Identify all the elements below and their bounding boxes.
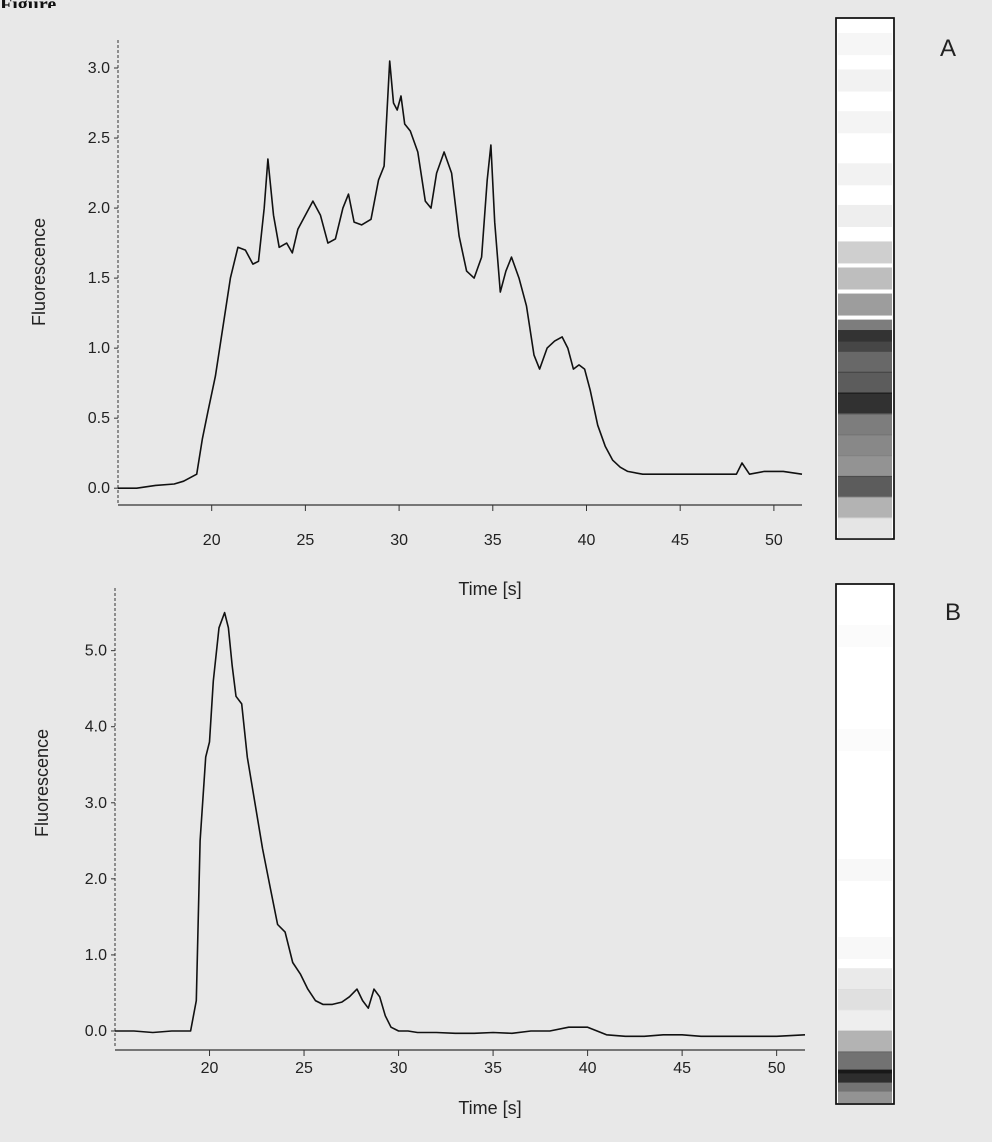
panel-a-gel-border	[835, 17, 895, 540]
panel-a-gel-band	[838, 475, 892, 498]
panel-a-gel-band	[838, 163, 892, 186]
panel-a-gel-lane	[835, 17, 895, 540]
panel-b-xtick-label: 35	[484, 1060, 502, 1077]
panel-a-gel-band	[838, 413, 892, 436]
figure-label: Figure	[0, 0, 56, 8]
panel-a-ytick-label: 3.0	[88, 60, 110, 77]
panel-a-xtick-label: 45	[671, 532, 689, 549]
panel-b-ylabel: Fluorescence	[32, 729, 52, 837]
panel-a-gel-band	[838, 267, 892, 290]
panel-a-gel-band	[838, 204, 892, 227]
panel-a-gel-band	[838, 293, 892, 316]
panel-b-ytick-label: 3.0	[85, 795, 107, 812]
panel-a-ytick-label: 1.5	[88, 270, 110, 287]
panel-a-xtick-label: 20	[203, 532, 221, 549]
panel-b-ytick-label: 5.0	[85, 643, 107, 660]
panel-b-gel-band	[838, 937, 892, 959]
panel-b-gel-band	[838, 968, 892, 991]
panel-b-gel-border	[835, 583, 895, 1105]
panel-a-gel-band	[838, 111, 892, 134]
panel-b-gel-band	[838, 1030, 892, 1053]
panel-b-gel-band	[838, 1009, 892, 1032]
panel-a-chart: Fluorescence Time [s] A 0.0 0.5 1.0 1.5 2.0 2…	[29, 35, 956, 599]
panel-b-gel-band	[838, 989, 892, 1011]
panel-a-ytick-label: 0.0	[88, 480, 110, 497]
panel-b-ytick-label: 0.0	[85, 1023, 107, 1040]
panel-b-xtick-label: 20	[201, 1060, 219, 1077]
panel-a-gel-band	[838, 371, 892, 394]
panel-a-gel-band	[838, 517, 892, 540]
panel-a-xtick-label: 30	[390, 532, 408, 549]
panel-b-xtick-label: 25	[295, 1060, 313, 1077]
panel-a-gel-band	[838, 350, 892, 373]
panel-a-xtick-label: 40	[578, 532, 596, 549]
panel-a-label: A	[940, 35, 956, 62]
panel-a-ytick-label: 1.0	[88, 340, 110, 357]
panel-b-xlabel: Time [s]	[458, 1098, 521, 1118]
panel-a-xtick-label: 35	[484, 532, 502, 549]
panel-a-trace-line	[118, 60, 803, 490]
panel-b-ytick-label: 2.0	[85, 871, 107, 888]
panel-b-gel-band	[838, 1051, 892, 1074]
panel-a-gel-band	[838, 496, 892, 519]
panel-b-gel-band	[838, 625, 892, 647]
panel-b-gel-band	[838, 1082, 892, 1105]
panel-b-label: B	[945, 599, 961, 626]
panel-b-gel-lane	[835, 583, 895, 1105]
panel-a-xtick-label: 50	[765, 532, 783, 549]
panel-b-gel-band	[838, 729, 892, 751]
panel-a-gel-band	[838, 330, 892, 353]
panel-a-xlabel: Time [s]	[458, 579, 521, 599]
panel-b-ytick-label: 1.0	[85, 947, 107, 964]
panel-b-trace-line	[115, 611, 806, 1038]
panel-a-xtick-label: 25	[296, 532, 314, 549]
panel-a-gel-band	[838, 241, 892, 264]
panel-a-gel-band	[838, 69, 892, 92]
panel-a-ytick-label: 0.5	[88, 410, 110, 427]
panel-a-gel-band	[838, 455, 892, 478]
panel-a-ytick-label: 2.5	[88, 130, 110, 147]
panel-b-xtick-label: 45	[673, 1060, 691, 1077]
panel-b-xtick-label: 30	[390, 1060, 408, 1077]
panel-b-xtick-label: 50	[768, 1060, 786, 1077]
panel-b-xtick-label: 40	[579, 1060, 597, 1077]
panel-a-ytick-label: 2.0	[88, 200, 110, 217]
panel-a-ylabel: Fluorescence	[29, 218, 49, 326]
panel-a-gel-band	[838, 33, 892, 56]
panel-a-gel-band	[838, 392, 892, 415]
panel-b-chart: Fluorescence Time [s] B 0.0 1.0 2.0 3.0 4.0 5…	[32, 588, 961, 1118]
panel-a-gel-band	[838, 434, 892, 457]
panel-b-ytick-label: 4.0	[85, 719, 107, 736]
panel-b-gel-band	[838, 859, 892, 881]
